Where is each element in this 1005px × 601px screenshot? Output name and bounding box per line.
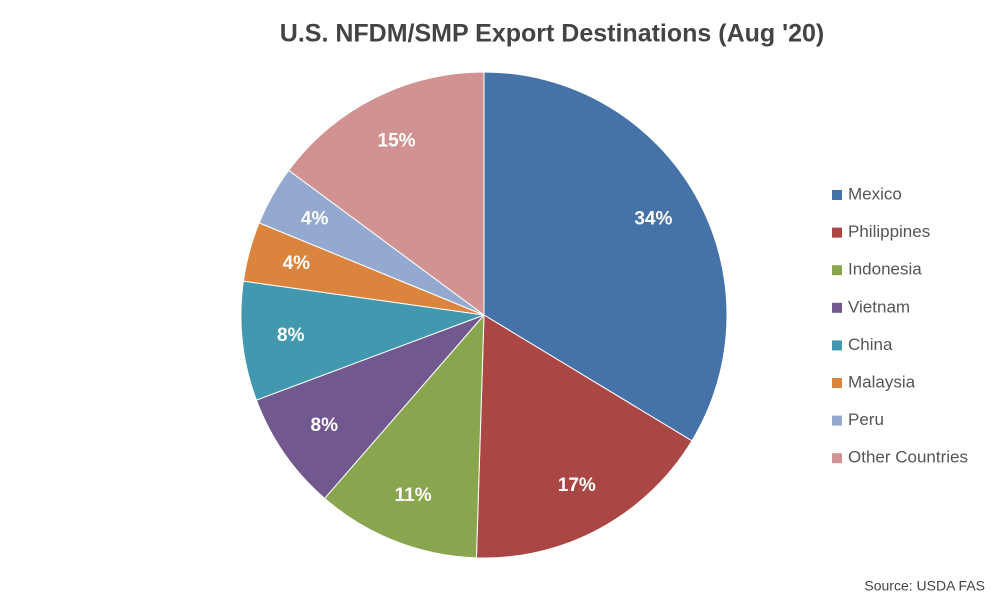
pie-slice xyxy=(288,71,485,316)
legend-swatch xyxy=(832,190,842,200)
data-label: 4% xyxy=(301,209,329,230)
legend-swatch xyxy=(832,265,842,276)
legend-label: Philippines xyxy=(848,222,930,241)
legend-swatch xyxy=(832,415,842,426)
legend-label: Mexico xyxy=(848,184,902,203)
legend-swatch xyxy=(832,227,842,238)
data-label: 11% xyxy=(395,485,432,506)
pie-slice xyxy=(255,314,485,500)
legend-swatch xyxy=(832,378,842,388)
legend-label: China xyxy=(848,335,893,354)
legend-label: Peru xyxy=(848,410,884,429)
legend-swatch xyxy=(832,302,842,313)
data-label: 17% xyxy=(558,475,596,496)
legend-label: Vietnam xyxy=(848,297,910,316)
data-label: 8% xyxy=(277,325,305,346)
data-label: 4% xyxy=(283,253,311,274)
data-label: 15% xyxy=(378,130,416,151)
pie-slice xyxy=(240,280,485,401)
legend-label: Indonesia xyxy=(848,260,922,279)
legend-label: Other Countries xyxy=(848,448,968,467)
chart-title: U.S. NFDM/SMP Export Destinations (Aug '… xyxy=(280,20,824,48)
legend-swatch xyxy=(832,340,842,351)
pie-slice xyxy=(475,314,693,559)
data-label: 8% xyxy=(311,415,339,436)
data-label: 34% xyxy=(634,209,672,230)
source-note: Source: USDA FAS xyxy=(864,578,985,594)
legend-swatch xyxy=(832,453,842,464)
legend-label: Malaysia xyxy=(848,372,916,391)
pie-slice xyxy=(483,71,728,442)
pie-slice xyxy=(323,313,485,559)
